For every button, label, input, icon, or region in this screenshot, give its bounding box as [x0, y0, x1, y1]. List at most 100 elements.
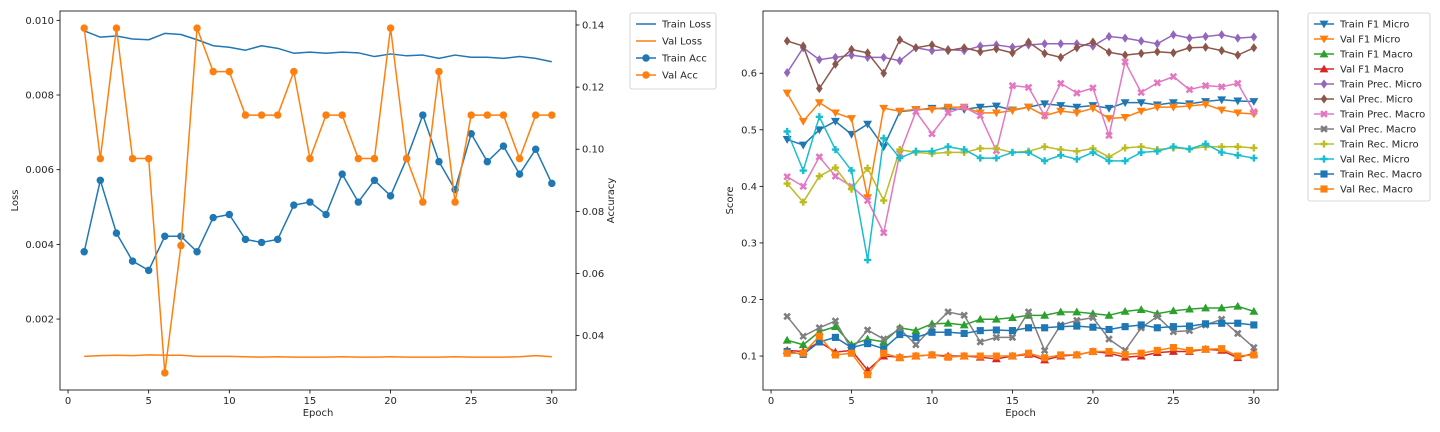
data-point: [1120, 306, 1130, 315]
data-point: [799, 332, 808, 341]
data-point: [880, 68, 888, 78]
data-point: [1040, 100, 1050, 109]
plot-frame: [762, 10, 1279, 391]
data-point: [370, 154, 379, 163]
x-tick-label: 15: [304, 396, 317, 407]
series-line: [84, 354, 552, 358]
data-point: [1104, 115, 1114, 123]
data-point: [992, 144, 1000, 153]
data-point: [1089, 148, 1097, 157]
data-point: [1105, 47, 1113, 57]
legend-box: [629, 12, 717, 90]
data-point: [435, 67, 443, 76]
data-point: [161, 232, 169, 240]
data-point: [975, 103, 985, 112]
data-point: [515, 170, 524, 178]
data-point: [483, 111, 492, 119]
data-point: [896, 331, 904, 339]
data-point: [1168, 103, 1178, 112]
data-point: [1105, 347, 1113, 356]
data-point: [1168, 347, 1178, 355]
data-point: [1202, 42, 1209, 52]
legend-marker: [1320, 94, 1328, 104]
data-point: [943, 103, 953, 112]
data-point: [1250, 351, 1258, 359]
legend-marker: [1319, 49, 1329, 58]
data-point: [1202, 320, 1210, 328]
data-point: [1250, 144, 1258, 152]
data-point: [1234, 352, 1242, 360]
data-point: [1057, 151, 1065, 159]
data-point: [322, 210, 330, 219]
data-point: [1089, 323, 1097, 331]
data-point: [992, 154, 1000, 162]
data-point: [831, 317, 840, 325]
data-point: [783, 179, 791, 188]
data-point: [1073, 89, 1081, 97]
series-line: [786, 34, 1254, 74]
data-point: [912, 352, 920, 360]
data-point: [879, 143, 889, 152]
series-val-prec-micro: [783, 35, 1258, 94]
legend-label: Val Prec. Macro: [1340, 125, 1416, 136]
data-point: [257, 238, 266, 247]
data-point: [782, 89, 792, 98]
data-point: [1073, 155, 1081, 163]
data-point: [451, 198, 459, 206]
data-point: [976, 111, 985, 120]
y-tick-label: 0.3: [741, 238, 757, 249]
data-point: [783, 312, 791, 321]
data-point: [499, 142, 508, 150]
data-point: [880, 52, 888, 63]
data-point: [1153, 147, 1161, 155]
data-point: [531, 111, 540, 119]
data-point: [782, 136, 792, 144]
data-point: [1041, 143, 1049, 151]
data-point: [815, 323, 824, 332]
data-point: [1218, 148, 1226, 157]
data-point: [290, 201, 298, 209]
data-point: [1072, 103, 1082, 112]
data-point: [1105, 157, 1113, 165]
loss-accuracy-legend: Train Loss Val Loss Train Acc Val Acc: [629, 12, 717, 90]
data-point: [1136, 305, 1146, 314]
data-point: [1137, 48, 1145, 59]
data-point: [128, 154, 137, 163]
legend-entry: Val Rec. Macro: [1314, 185, 1413, 196]
data-point: [992, 333, 1001, 342]
legend-label: Val F1 Macro: [1340, 65, 1404, 76]
data-point: [814, 99, 824, 108]
data-point: [976, 154, 984, 162]
data-point: [1217, 303, 1227, 312]
data-point: [1057, 52, 1065, 63]
data-point: [783, 127, 791, 136]
legend-entry: Val Prec. Macro: [1314, 125, 1416, 136]
data-point: [1218, 45, 1225, 56]
data-point: [467, 129, 475, 138]
data-point: [895, 107, 905, 116]
data-point: [799, 41, 807, 51]
data-point: [1202, 31, 1209, 42]
data-point: [799, 198, 807, 206]
legend-entry: Val F1 Micro: [1314, 35, 1400, 46]
data-point: [1218, 319, 1226, 327]
legend-label: Train Rec. Micro: [1339, 140, 1419, 151]
legend-entry: Val Rec. Micro: [1314, 155, 1410, 166]
data-point: [1185, 346, 1194, 354]
data-point: [144, 266, 153, 275]
data-point: [1008, 327, 1017, 335]
legend-marker: [1320, 110, 1328, 118]
legend-label: Train Rec. Macro: [1339, 170, 1422, 181]
data-point: [338, 111, 346, 119]
data-point: [1089, 313, 1097, 322]
data-point: [96, 154, 105, 163]
data-point: [435, 157, 443, 166]
legend-marker: [1319, 64, 1329, 73]
legend-label: Val Acc: [662, 71, 698, 82]
data-point: [1008, 81, 1017, 90]
data-point: [1008, 333, 1017, 342]
data-point: [1105, 325, 1113, 334]
data-point: [1250, 343, 1258, 352]
data-point: [799, 349, 807, 357]
legend-entry: Train F1 Macro: [1314, 50, 1413, 61]
